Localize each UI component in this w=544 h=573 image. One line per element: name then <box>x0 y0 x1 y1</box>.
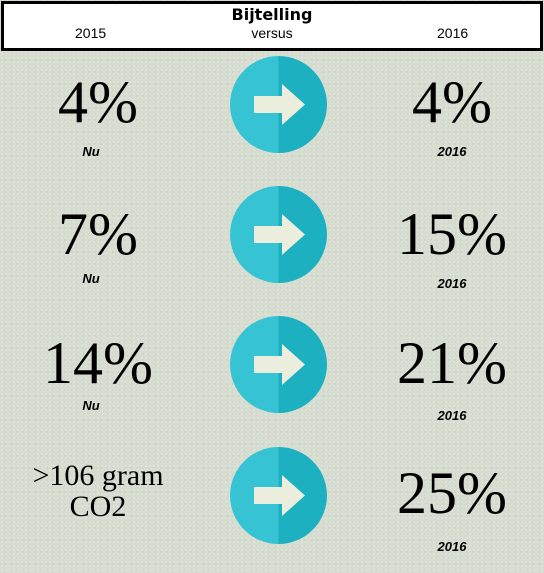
left-percentage: 14% <box>43 330 153 396</box>
right-percentage: 4% <box>412 69 492 135</box>
right-percentage: 21% <box>397 330 507 396</box>
header-bar: Bijtelling 2015 versus 2016 <box>1 1 543 51</box>
left-percentage: 7% <box>58 201 138 267</box>
header-title: Bijtelling <box>231 5 313 24</box>
left-co2-line2: CO2 <box>69 490 127 523</box>
right-percentage: 25% <box>397 460 507 526</box>
header-year-2015: 2015 <box>75 25 107 41</box>
header-year-2016: 2016 <box>437 25 469 41</box>
left-caption: Nu <box>82 398 100 413</box>
header-versus: versus <box>251 25 293 41</box>
right-caption: 2016 <box>437 408 467 423</box>
comparison-row: 4% Nu 4% 2016 <box>0 56 544 186</box>
arrow-right-icon[interactable] <box>230 186 327 283</box>
right-caption: 2016 <box>437 539 467 554</box>
right-caption: 2016 <box>437 276 467 291</box>
left-caption: Nu <box>82 271 100 286</box>
comparison-row: 14% Nu 21% 2016 <box>0 314 544 444</box>
comparison-row: >106 gram CO2 25% 2016 <box>0 443 544 573</box>
arrow-right-icon[interactable] <box>230 447 327 544</box>
left-percentage: 4% <box>58 69 138 135</box>
arrow-right-icon[interactable] <box>230 316 327 413</box>
right-caption: 2016 <box>437 144 467 159</box>
left-caption: Nu <box>82 144 100 159</box>
comparison-row: 7% Nu 15% 2016 <box>0 185 544 315</box>
left-co2-line1: >106 gram <box>32 459 164 492</box>
right-percentage: 15% <box>397 201 507 267</box>
arrow-right-icon[interactable] <box>230 56 327 153</box>
